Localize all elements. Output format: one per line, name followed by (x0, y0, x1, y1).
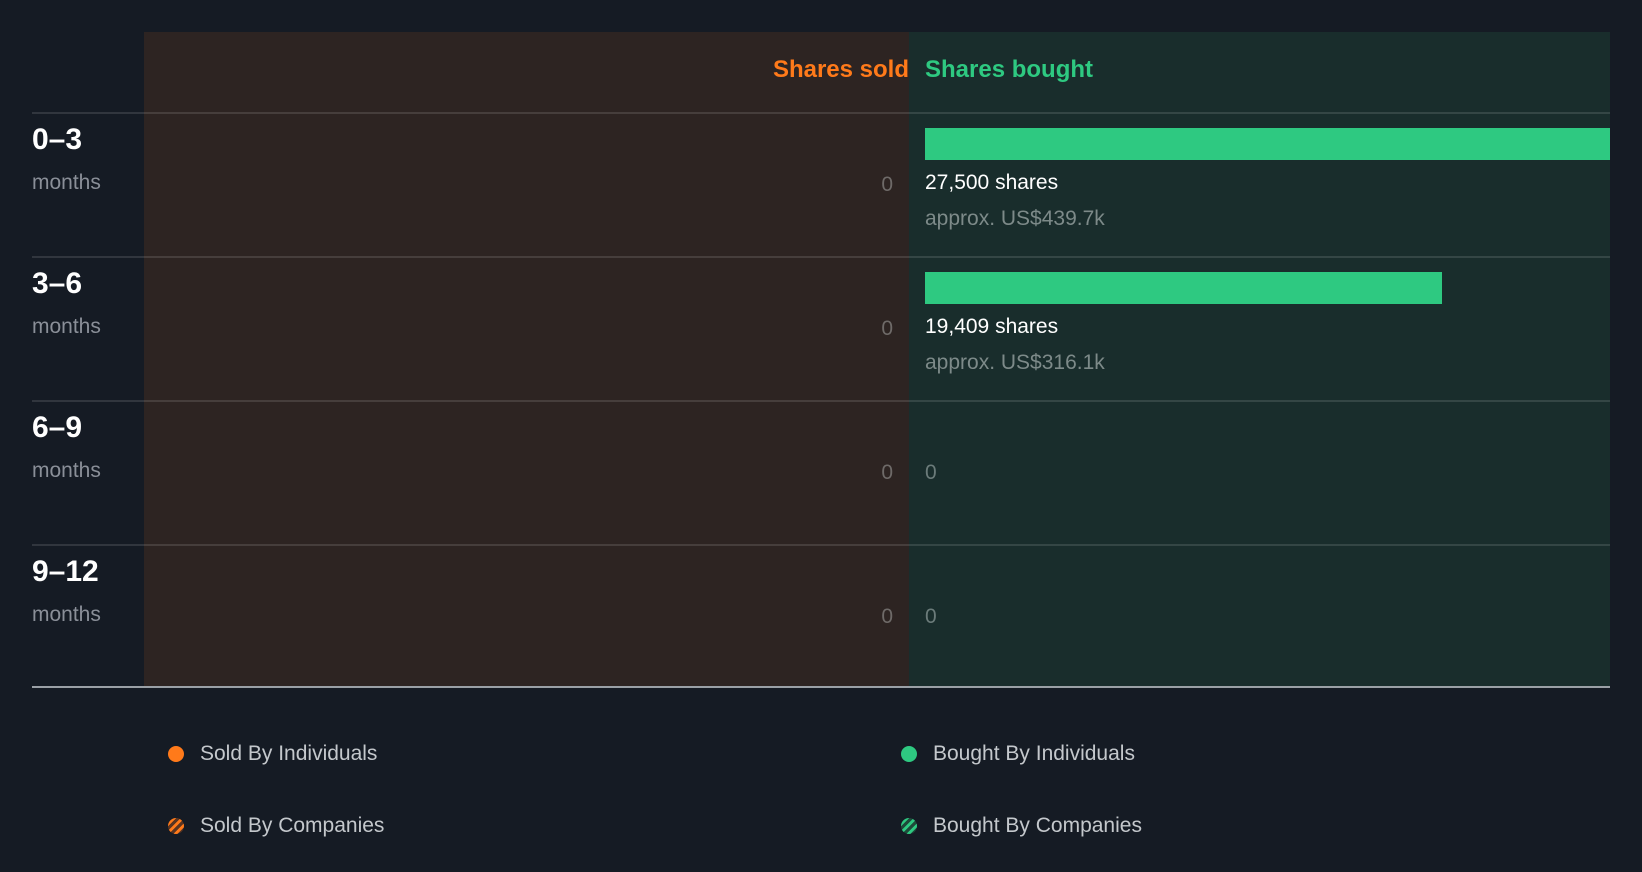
row-divider (32, 544, 1610, 546)
legend-label: Sold By Companies (200, 814, 385, 837)
shares-sold-header: Shares sold (772, 56, 909, 83)
legend-sold-by-companies[interactable]: Sold By Companies (168, 814, 384, 838)
shares-bought-approx-value: approx. US$439.7k (925, 207, 1105, 230)
period-row-6-9: 6–9 months 0 0 (0, 401, 1642, 545)
period-row-9-12: 9–12 months 0 0 (0, 545, 1642, 689)
green-dot-icon (901, 746, 917, 762)
shares-bought-count: 19,409 shares (925, 315, 1059, 338)
legend-label: Bought By Companies (933, 814, 1142, 837)
period-range: 0–3 (32, 123, 83, 156)
green-striped-dot-icon (901, 818, 917, 834)
shares-bought-count: 27,500 shares (925, 171, 1059, 194)
shares-bought-value: 0 (925, 605, 937, 628)
period-range: 6–9 (32, 411, 83, 444)
legend-sold-by-individuals[interactable]: Sold By Individuals (168, 742, 377, 766)
period-range: 3–6 (32, 267, 83, 300)
legend-label: Bought By Individuals (933, 742, 1135, 765)
period-range: 9–12 (32, 555, 99, 588)
shares-bought-bar[interactable] (925, 272, 1442, 304)
chart-baseline (32, 686, 1610, 688)
shares-bought-approx-value: approx. US$316.1k (925, 351, 1105, 374)
period-unit: months (32, 171, 101, 194)
orange-striped-dot-icon (168, 818, 184, 834)
period-row-3-6: 3–6 months 0 19,409 shares approx. US$31… (0, 257, 1642, 401)
legend-label: Sold By Individuals (200, 742, 378, 765)
row-divider (32, 112, 1610, 114)
period-unit: months (32, 459, 101, 482)
row-divider (32, 400, 1610, 402)
shares-sold-value: 0 (881, 173, 893, 196)
shares-bought-header: Shares bought (925, 56, 1094, 83)
period-unit: months (32, 603, 101, 626)
shares-bought-value: 0 (925, 461, 937, 484)
period-unit: months (32, 315, 101, 338)
shares-bought-bar[interactable] (925, 128, 1610, 160)
row-divider (32, 256, 1610, 258)
shares-sold-value: 0 (881, 317, 893, 340)
legend-bought-by-companies[interactable]: Bought By Companies (901, 814, 1142, 838)
period-row-0-3: 0–3 months 0 27,500 shares approx. US$43… (0, 113, 1642, 257)
shares-sold-value: 0 (881, 605, 893, 628)
legend-bought-by-individuals[interactable]: Bought By Individuals (901, 742, 1135, 766)
shares-sold-panel (144, 32, 909, 687)
shares-sold-value: 0 (881, 461, 893, 484)
orange-dot-icon (168, 746, 184, 762)
